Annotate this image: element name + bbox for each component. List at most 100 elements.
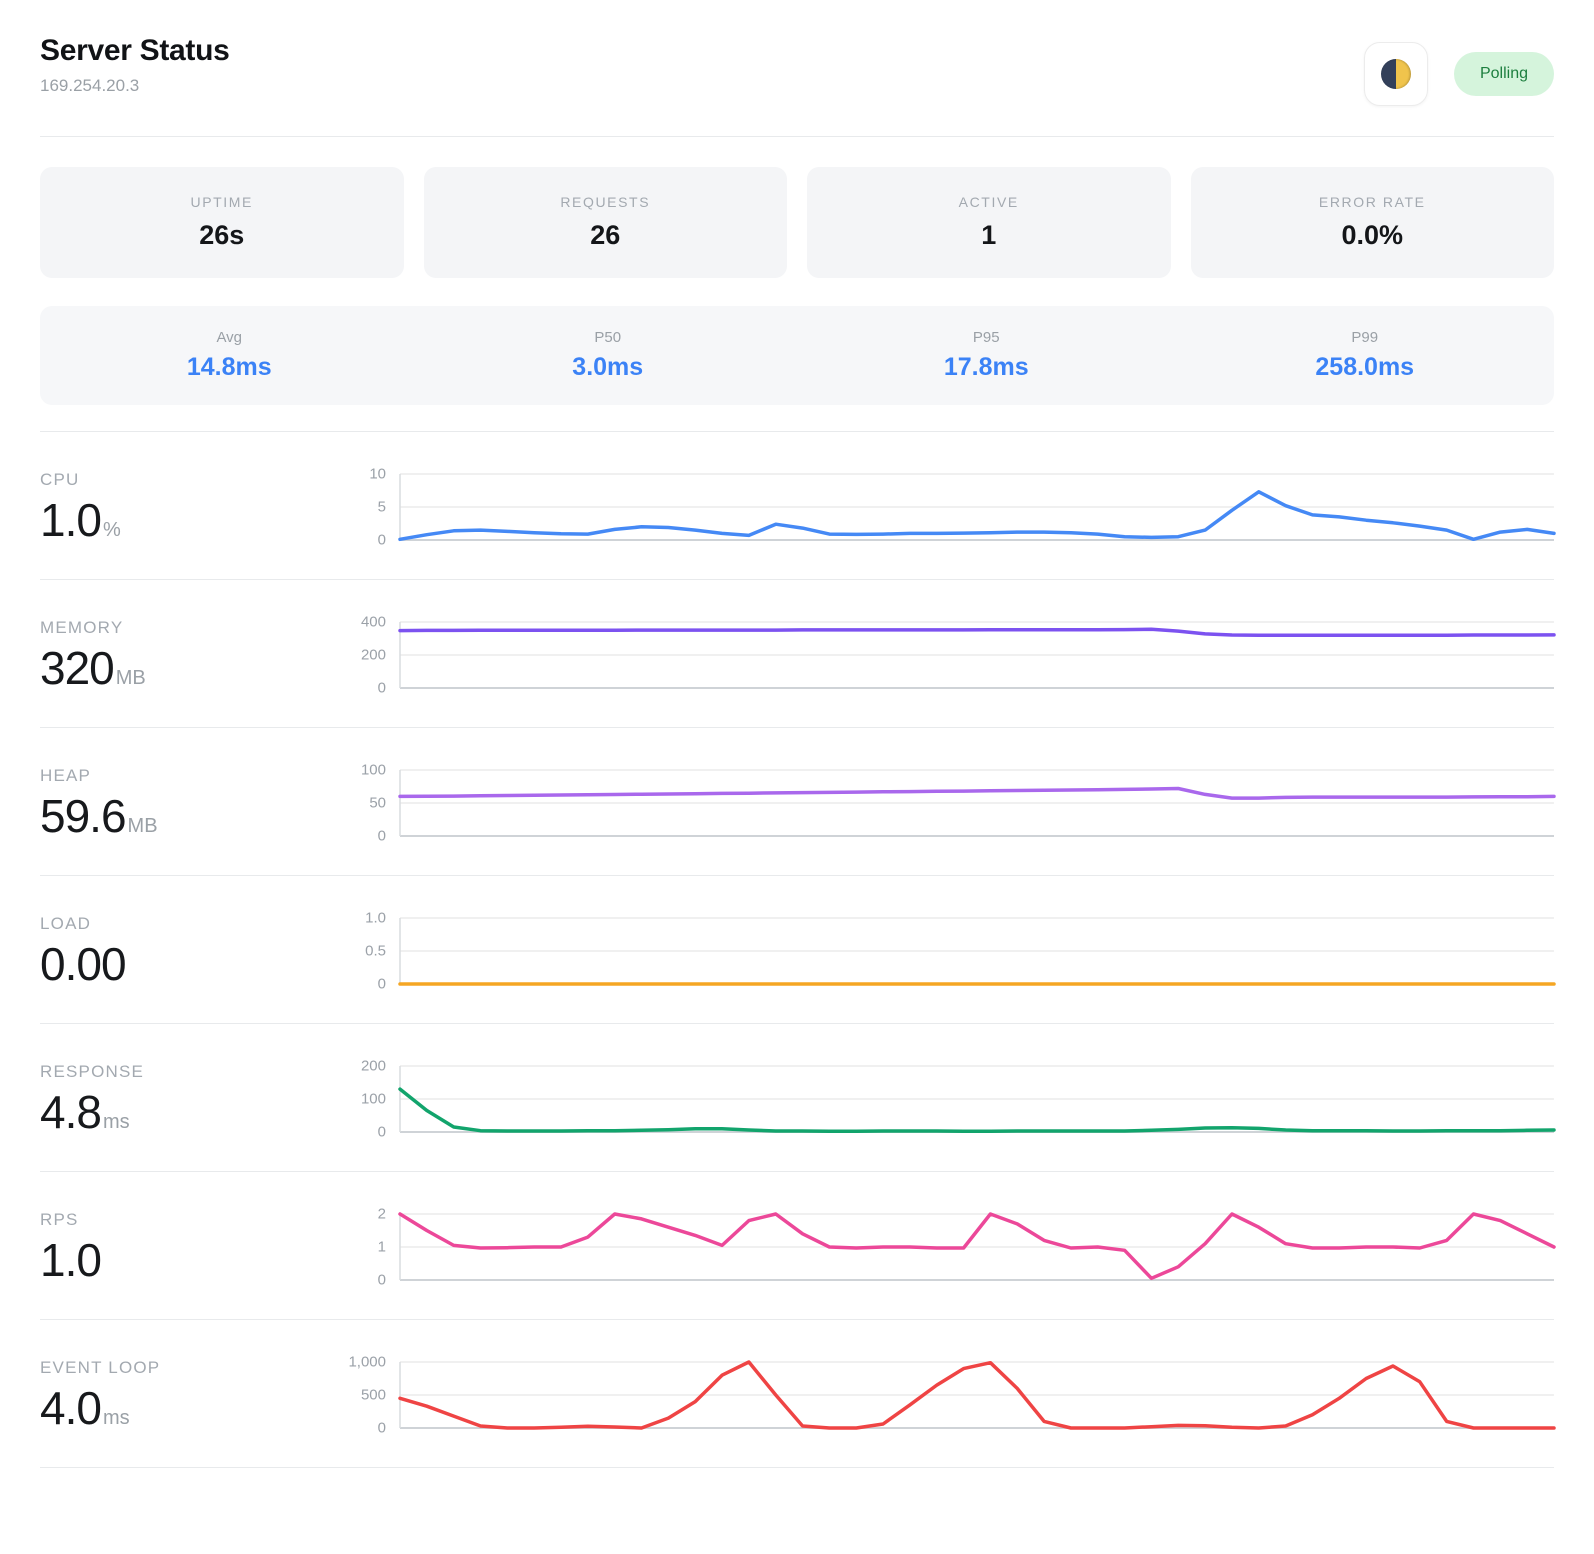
chart-y-axis: 200 100 0 (340, 1058, 400, 1141)
metric-value-number: 59.6 (40, 790, 127, 842)
metric-value: 59.6 MB (40, 789, 340, 843)
metric-value-number: 1.0 (40, 494, 102, 546)
y-tick-label: 500 (360, 1386, 386, 1404)
y-tick-label: 0 (377, 1419, 386, 1437)
y-tick-label: 0 (377, 827, 386, 845)
latency-column: P50 3.0ms (419, 329, 798, 382)
metric-label: HEAP (40, 766, 92, 785)
stat-label: ACTIVE (958, 194, 1019, 210)
metric-info: EVENT LOOP 4.0 ms (40, 1348, 340, 1435)
latency-label: P50 (594, 329, 622, 346)
stat-label: UPTIME (190, 194, 253, 210)
latency-value: 14.8ms (186, 353, 272, 381)
y-tick-label: 1,000 (348, 1353, 386, 1371)
metric-label: EVENT LOOP (40, 1358, 161, 1377)
metric-unit: ms (102, 1407, 130, 1429)
metric-info: LOAD 0.00 (40, 904, 340, 991)
polling-status-badge: Polling (1453, 52, 1554, 96)
y-tick-label: 1.0 (365, 909, 386, 927)
metric-value-number: 320 (40, 642, 115, 694)
stat-value: 0.0% (1341, 220, 1404, 250)
server-status-page: Server Status 169.254.20.3 Polling UPTIM… (40, 34, 1594, 1468)
metrics-list: CPU 1.0% 10 5 0 MEMORY 320 MB 400 200 0 HEAP … (40, 431, 1554, 1468)
chart-y-axis: 2 1 0 (340, 1206, 400, 1289)
chart-plot (400, 1362, 1554, 1428)
y-tick-label: 0 (377, 1123, 386, 1141)
header: Server Status 169.254.20.3 Polling (40, 34, 1554, 106)
metric-value: 1.0% (40, 493, 340, 547)
server-ip: 169.254.20.3 (40, 76, 140, 95)
metric-value-number: 4.0 (40, 1382, 102, 1434)
metric-chart: 400 200 0 (340, 608, 1554, 697)
y-tick-label: 50 (369, 794, 386, 812)
chart-line-svg (400, 474, 1554, 540)
y-tick-label: 1 (377, 1238, 386, 1256)
metric-chart: 100 50 0 (340, 756, 1554, 845)
theme-toggle-button[interactable] (1363, 42, 1428, 106)
metric-label: CPU (40, 470, 80, 489)
chart-y-axis: 10 5 0 (340, 466, 400, 549)
y-tick-label: 400 (360, 613, 386, 631)
stat-card: UPTIME 26s (40, 167, 404, 278)
metric-chart: 10 5 0 (340, 460, 1554, 549)
header-actions: Polling (1363, 42, 1554, 106)
latency-value: 258.0ms (1315, 353, 1415, 381)
chart-plot (400, 474, 1554, 540)
header-title-block: Server Status 169.254.20.3 (40, 34, 230, 96)
metric-info: CPU 1.0% (40, 460, 340, 547)
metric-value-number: 1.0 (40, 1234, 102, 1286)
metric-value: 4.0 ms (40, 1381, 340, 1435)
chart-line-svg (400, 770, 1554, 836)
chart-plot (400, 918, 1554, 984)
chart-plot (400, 1066, 1554, 1132)
stat-label: ERROR RATE (1318, 194, 1426, 210)
metric-label: LOAD (40, 914, 92, 933)
latency-label: P99 (1351, 329, 1379, 346)
chart-line-svg (400, 918, 1554, 984)
latency-bar: Avg 14.8ms P50 3.0ms P95 17.8ms P99 258.… (40, 306, 1554, 405)
stat-value: 26 (590, 220, 621, 250)
y-tick-label: 200 (360, 1057, 386, 1075)
metric-label: RPS (40, 1210, 79, 1229)
chart-y-axis: 100 50 0 (340, 762, 400, 845)
metric-info: MEMORY 320 MB (40, 608, 340, 695)
metric-value: 0.00 (40, 937, 340, 991)
y-tick-label: 10 (369, 465, 386, 483)
chart-y-axis: 1.0 0.5 0 (340, 910, 400, 993)
metric-chart: 2 1 0 (340, 1200, 1554, 1289)
y-tick-label: 200 (360, 646, 386, 664)
metric-row: HEAP 59.6 MB 100 50 0 (40, 727, 1554, 875)
y-tick-label: 0.5 (365, 942, 386, 960)
stat-value: 26s (199, 220, 245, 250)
y-tick-label: 100 (360, 761, 386, 779)
stat-value: 1 (981, 220, 997, 250)
header-divider (40, 136, 1554, 137)
y-tick-label: 5 (377, 498, 386, 516)
stat-card: REQUESTS 26 (423, 167, 787, 278)
y-tick-label: 2 (377, 1205, 386, 1223)
metric-unit: % (102, 519, 121, 541)
metric-row: CPU 1.0% 10 5 0 (40, 431, 1554, 579)
metric-info: RPS 1.0 (40, 1200, 340, 1287)
metric-label: MEMORY (40, 618, 124, 637)
metric-label: RESPONSE (40, 1062, 145, 1081)
chart-y-axis: 1,000 500 0 (340, 1354, 400, 1437)
y-tick-label: 0 (377, 975, 386, 993)
metric-info: HEAP 59.6 MB (40, 756, 340, 843)
chart-y-axis: 400 200 0 (340, 614, 400, 697)
metric-chart: 200 100 0 (340, 1052, 1554, 1141)
metric-row: RESPONSE 4.8 ms 200 100 0 (40, 1023, 1554, 1171)
metric-chart: 1.0 0.5 0 (340, 904, 1554, 993)
chart-plot (400, 770, 1554, 836)
metric-row: EVENT LOOP 4.0 ms 1,000 500 0 (40, 1319, 1554, 1467)
latency-label: P95 (972, 329, 1000, 346)
latency-value: 17.8ms (943, 353, 1029, 381)
latency-column: P99 258.0ms (1176, 329, 1555, 382)
metric-row: MEMORY 320 MB 400 200 0 (40, 579, 1554, 727)
stat-card: ERROR RATE 0.0% (1190, 167, 1554, 278)
y-tick-label: 100 (360, 1090, 386, 1108)
latency-column: Avg 14.8ms (40, 329, 419, 382)
stat-label: REQUESTS (560, 194, 651, 210)
chart-plot (400, 1214, 1554, 1280)
page-title: Server Status (40, 34, 230, 67)
